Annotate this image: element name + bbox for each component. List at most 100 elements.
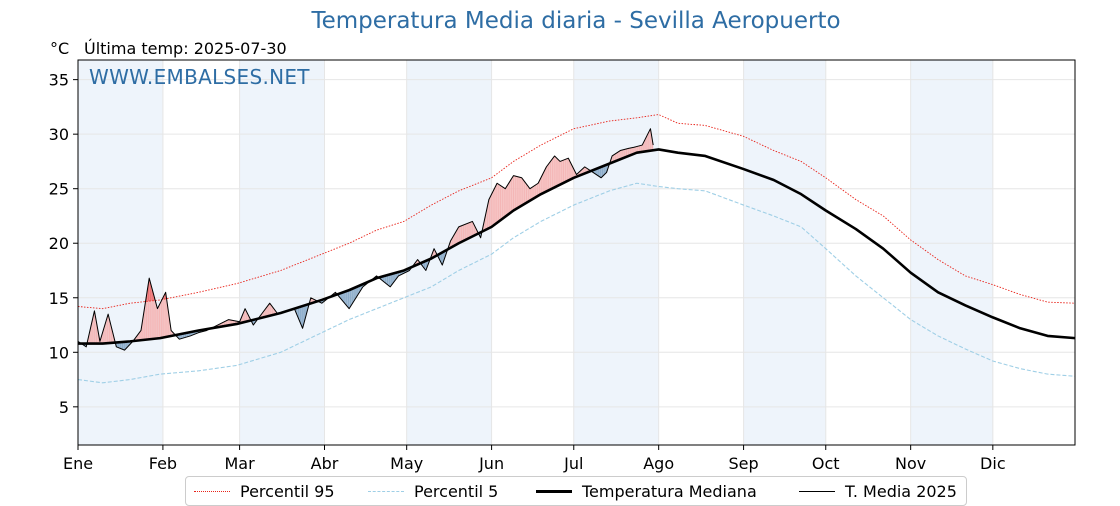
fill-above-median [553,158,554,189]
fill-above-median [546,167,547,192]
fill-above-median [571,164,572,180]
fill-above-median [516,176,517,209]
fill-above-median [649,130,650,151]
fill-above-median [527,185,528,202]
fill-above-median [544,170,545,193]
fill-above-median [155,298,156,338]
fill-above-median [529,187,530,202]
fill-above-median [512,177,513,212]
fill-above-median [538,182,539,196]
fill-above-median [464,224,465,240]
fill-above-median [521,178,522,206]
legend-label-current: T. Media 2025 [845,482,957,501]
fill-above-median [520,177,521,206]
fill-above-median [495,186,496,224]
fill-above-median [505,188,506,217]
fill-below-median [351,289,352,305]
fill-above-median [567,158,568,181]
fill-above-median [518,177,519,208]
fill-above-median [504,188,505,218]
fill-above-median [511,179,512,213]
fill-above-median [563,160,564,183]
fill-below-median [350,290,351,308]
fill-above-median [553,157,554,188]
anomaly-fills [78,129,653,350]
fill-above-median [540,179,541,195]
fill-above-median [557,159,558,186]
fill-above-median [564,160,565,183]
fill-above-median [468,223,469,239]
legend-swatch-p95 [194,491,230,492]
fill-above-median [531,187,532,200]
fill-above-median [508,183,509,214]
fill-above-median [510,180,511,213]
fill-above-median [94,311,95,344]
fill-above-median [490,197,491,228]
fill-above-median [534,186,535,199]
fill-above-median [156,304,157,339]
fill-above-median [537,184,538,197]
fill-above-median [522,178,523,206]
fill-above-median [460,226,461,242]
fill-above-median [511,178,512,212]
fill-above-median [524,181,525,204]
fill-above-median [519,177,520,207]
fill-above-median [544,171,545,193]
fill-above-median [501,186,502,220]
fill-above-median [500,186,501,221]
fill-above-median [650,129,651,151]
x-tick-label-nov: Nov [895,454,926,473]
fill-below-median [388,275,389,286]
fill-above-median [566,159,567,182]
legend-swatch-current [799,491,835,492]
fill-above-median [545,168,546,192]
fill-above-median [516,176,517,209]
x-tick-label-may: May [390,454,423,473]
y-tick-label: 10 [49,343,69,362]
fill-above-median [646,136,647,152]
month-band-jul [574,60,659,445]
fill-above-median [507,185,508,215]
fill-below-median [346,291,347,306]
fill-above-median [466,224,467,240]
x-tick-label-mar: Mar [225,454,256,473]
fill-above-median [570,161,571,180]
fill-above-median [496,185,497,224]
fill-above-median [498,184,499,222]
fill-below-median [347,291,348,307]
fill-above-median [503,187,504,218]
legend-item-current: T. Media 2025 [799,480,957,502]
fill-above-median [541,176,542,194]
legend-item-p5: Percentil 5 [368,480,498,502]
fill-above-median [548,164,549,191]
fill-above-median [461,226,462,242]
fill-above-median [648,131,649,151]
fill-above-median [540,178,541,195]
legend-label-p95: Percentil 95 [240,482,335,501]
fill-above-median [468,223,469,239]
fill-below-median [349,290,350,309]
fill-above-median [458,227,459,244]
fill-above-median [531,188,532,200]
fill-above-median [555,156,556,187]
fill-above-median [515,176,516,210]
fill-below-median [390,274,391,287]
fill-above-median [507,184,508,215]
fill-above-median [514,176,515,211]
fill-above-median [558,159,559,185]
legend: Percentil 95 Percentil 5 Temperatura Med… [185,476,967,506]
x-tick-label-ago: Ago [643,454,674,473]
month-band-mar [240,60,325,445]
fill-above-median [568,158,569,180]
month-band-nov [911,60,993,445]
fill-above-median [514,176,515,210]
fill-above-median [472,221,473,236]
x-tick-label-ene: Ene [63,454,93,473]
fill-below-median [346,291,347,305]
fill-above-median [462,225,463,241]
fill-above-median [533,186,534,199]
fill-above-median [566,159,567,182]
fill-above-median [520,177,521,207]
fill-below-median [601,167,602,178]
fill-above-median [164,294,165,338]
